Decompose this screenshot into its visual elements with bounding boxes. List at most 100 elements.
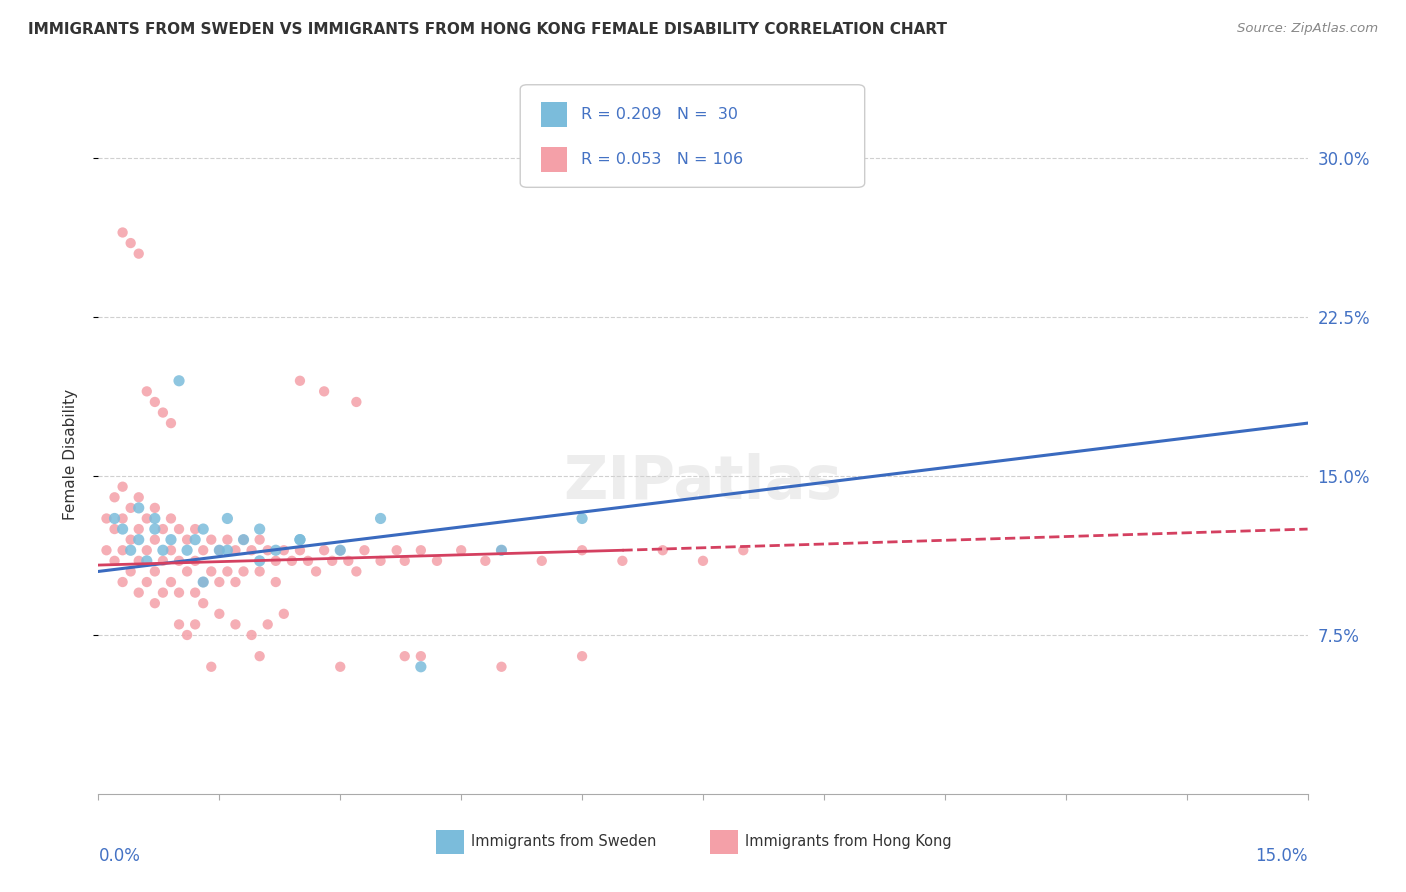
Point — [273, 607, 295, 621]
Point — [128, 491, 150, 505]
Text: ZIPatlas: ZIPatlas — [564, 452, 842, 511]
Point — [143, 596, 166, 610]
Point — [426, 554, 449, 568]
Point — [217, 533, 239, 547]
Point — [249, 649, 271, 664]
Point — [160, 575, 183, 590]
Point — [128, 522, 150, 536]
Point — [385, 543, 408, 558]
Point — [96, 543, 118, 558]
Point — [571, 543, 593, 558]
Point — [224, 617, 246, 632]
Point — [337, 554, 360, 568]
Point — [120, 500, 142, 515]
Point — [344, 395, 367, 409]
Point — [329, 543, 352, 558]
Point — [288, 374, 311, 388]
Point — [450, 543, 472, 558]
Point — [135, 575, 157, 590]
Point — [692, 161, 714, 176]
Point — [167, 554, 190, 568]
Point — [249, 533, 271, 547]
Point — [256, 617, 278, 632]
Point — [111, 522, 134, 536]
Text: Immigrants from Sweden: Immigrants from Sweden — [471, 834, 657, 848]
Point — [208, 575, 231, 590]
Point — [176, 533, 198, 547]
Point — [184, 554, 207, 568]
Point — [167, 374, 190, 388]
Text: IMMIGRANTS FROM SWEDEN VS IMMIGRANTS FROM HONG KONG FEMALE DISABILITY CORRELATIO: IMMIGRANTS FROM SWEDEN VS IMMIGRANTS FRO… — [28, 22, 948, 37]
Point — [240, 543, 263, 558]
Point — [193, 596, 215, 610]
Point — [152, 406, 174, 420]
Point — [128, 246, 150, 260]
Point — [314, 543, 336, 558]
Point — [249, 554, 271, 568]
Point — [208, 543, 231, 558]
Text: Immigrants from Hong Kong: Immigrants from Hong Kong — [745, 834, 952, 848]
Point — [491, 543, 513, 558]
Point — [217, 511, 239, 525]
Point — [288, 533, 311, 547]
Point — [200, 533, 222, 547]
Point — [160, 543, 183, 558]
Point — [193, 522, 215, 536]
Point — [160, 416, 183, 430]
Point — [273, 543, 295, 558]
Point — [135, 511, 157, 525]
Point — [111, 511, 134, 525]
Point — [143, 511, 166, 525]
Point — [160, 533, 183, 547]
Point — [305, 565, 328, 579]
Point — [288, 543, 311, 558]
Point — [288, 533, 311, 547]
Point — [103, 511, 125, 525]
Point — [120, 543, 142, 558]
Point — [297, 554, 319, 568]
Point — [167, 522, 190, 536]
Point — [224, 543, 246, 558]
Point — [111, 575, 134, 590]
Point — [530, 554, 553, 568]
Point — [224, 575, 246, 590]
Point — [409, 649, 432, 664]
Y-axis label: Female Disability: Female Disability — [63, 389, 77, 521]
Point — [135, 543, 157, 558]
Point — [217, 543, 239, 558]
Point — [184, 585, 207, 599]
Point — [184, 617, 207, 632]
Point — [321, 554, 343, 568]
Point — [370, 511, 392, 525]
Point — [240, 628, 263, 642]
Point — [152, 554, 174, 568]
Point — [491, 660, 513, 674]
Point — [103, 554, 125, 568]
Point — [111, 226, 134, 240]
Point — [474, 554, 496, 568]
Point — [208, 607, 231, 621]
Point — [200, 660, 222, 674]
Point — [281, 554, 304, 568]
Point — [96, 511, 118, 525]
Point — [208, 543, 231, 558]
Point — [128, 585, 150, 599]
Point — [329, 543, 352, 558]
Point — [232, 565, 254, 579]
Point — [120, 533, 142, 547]
Point — [111, 543, 134, 558]
Point — [103, 522, 125, 536]
Point — [193, 575, 215, 590]
Point — [651, 543, 673, 558]
Point — [103, 491, 125, 505]
Point — [152, 585, 174, 599]
Point — [249, 565, 271, 579]
Text: 15.0%: 15.0% — [1256, 847, 1308, 865]
Point — [200, 565, 222, 579]
Point — [120, 565, 142, 579]
Point — [232, 533, 254, 547]
Point — [160, 511, 183, 525]
Point — [111, 480, 134, 494]
Point — [143, 533, 166, 547]
Point — [128, 500, 150, 515]
